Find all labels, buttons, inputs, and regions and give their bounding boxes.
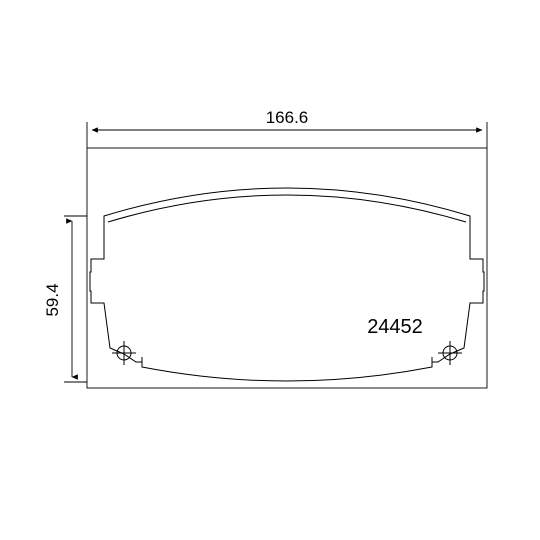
right-pin — [438, 341, 462, 365]
height-dim-label: 59.4 — [43, 283, 62, 316]
pad-upper-inner-arc — [108, 195, 466, 222]
part-number-label: 24452 — [367, 316, 423, 338]
height-dimension: 59.4 — [43, 216, 87, 382]
brake-pad-outline — [90, 188, 484, 381]
width-dimension: 166.6 — [87, 108, 487, 148]
drawing-frame — [87, 148, 487, 388]
width-dim-label: 166.6 — [266, 108, 309, 127]
pad-body-path — [90, 188, 484, 381]
left-pin — [112, 341, 136, 365]
